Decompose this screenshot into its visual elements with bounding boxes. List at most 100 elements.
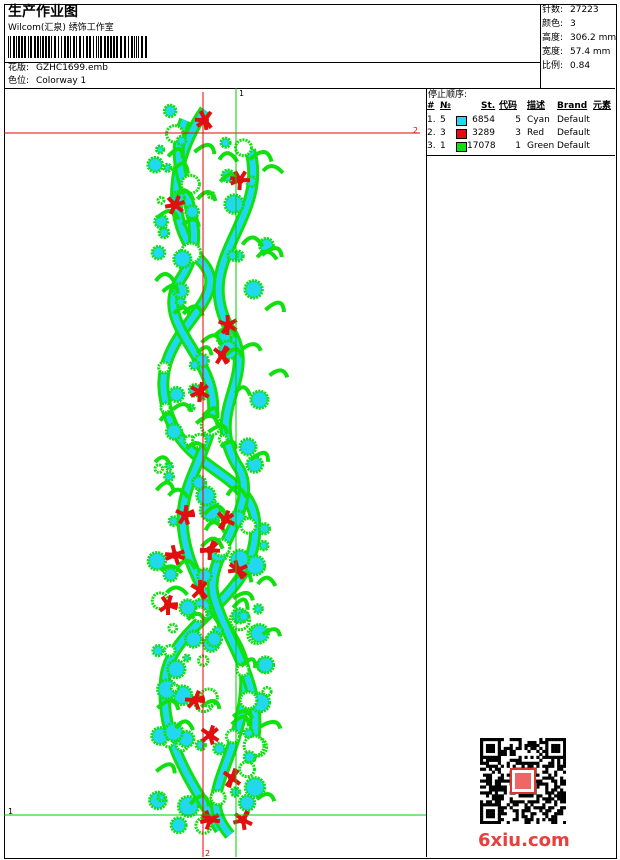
qr-module [548, 764, 552, 768]
motif [169, 816, 188, 835]
qr-module [494, 738, 498, 742]
qr-module [542, 797, 546, 801]
qr-module [533, 740, 537, 745]
qr-module [542, 806, 546, 810]
qr-module [557, 755, 561, 759]
brand: Default [557, 141, 590, 151]
qr-module [480, 749, 484, 754]
bar [67, 36, 69, 58]
qr-module [548, 809, 552, 813]
stat-label: 宽度: [542, 47, 564, 57]
qr-module [563, 738, 566, 742]
qr-module [554, 815, 558, 819]
qr-module [488, 821, 493, 824]
qr-module [497, 779, 501, 783]
qr-module [518, 746, 522, 751]
motif [172, 249, 193, 270]
color-swatch [456, 129, 467, 139]
stat-label: 比例: [542, 61, 564, 71]
motif [157, 226, 171, 240]
bar [37, 36, 39, 58]
motif [238, 760, 256, 779]
qr-module [560, 755, 564, 759]
bar [40, 36, 41, 58]
qr-module [533, 812, 537, 816]
bar [107, 36, 109, 58]
qr-module [482, 755, 487, 759]
motif [184, 204, 201, 220]
qr-module [491, 803, 496, 807]
qr-module [503, 791, 507, 795]
qr-module [560, 806, 564, 810]
company: Wilcom(汇泉) 绣饰工作室 [8, 23, 114, 33]
qr-module [485, 755, 490, 759]
motif [188, 359, 201, 371]
qr-module [545, 738, 549, 742]
motif [153, 213, 169, 230]
qr-module [485, 738, 490, 742]
leaf [158, 411, 178, 424]
bar [83, 36, 84, 58]
qr-module [554, 770, 558, 774]
qr-module [554, 773, 558, 777]
qr-module [491, 755, 496, 759]
leaf [195, 190, 218, 202]
qr-module [563, 791, 566, 795]
qr-module [563, 752, 566, 756]
bar [124, 36, 126, 58]
qr-module [563, 779, 566, 783]
qr-module [515, 803, 519, 807]
qr-module [521, 794, 525, 798]
motif [226, 249, 239, 262]
column-header: 元素 [593, 101, 612, 111]
qr-module [485, 773, 490, 777]
leaf [161, 283, 180, 294]
qr-module [554, 785, 558, 789]
qr-module [503, 749, 507, 754]
qr-module [551, 788, 555, 792]
qr-module [509, 743, 513, 748]
qr-module [527, 794, 531, 798]
qr-module [500, 806, 504, 810]
qr-module [497, 803, 501, 807]
flower-center [201, 116, 209, 124]
qr-module [488, 791, 493, 795]
qr-module [491, 812, 496, 816]
qr-module [480, 803, 484, 807]
qr-module [554, 746, 558, 751]
qr-module [521, 809, 525, 813]
qr-module [480, 758, 484, 762]
leaf [219, 439, 238, 449]
leaf [249, 450, 270, 462]
qr-module [530, 803, 534, 807]
qr-module [497, 797, 501, 801]
qr-module [506, 764, 510, 768]
qr-module [554, 812, 558, 816]
qr-module [527, 818, 531, 822]
bar [42, 36, 44, 58]
qr-module [563, 806, 566, 810]
qr-module [527, 800, 531, 804]
qr-module [488, 776, 493, 780]
qr-module [557, 809, 561, 813]
qr-module [515, 818, 519, 822]
qr-module [533, 761, 537, 765]
qr-module [527, 806, 531, 810]
qr-module [554, 743, 558, 748]
qr-module [560, 782, 564, 786]
leaf [172, 305, 192, 317]
flower-center [171, 201, 179, 209]
qr-module [518, 740, 522, 745]
leaf [203, 504, 229, 518]
qr-module [557, 794, 561, 798]
leaf [154, 272, 177, 285]
qr-module [524, 755, 528, 759]
qr-module [497, 746, 501, 751]
qr-module [509, 800, 513, 804]
qr-module [536, 797, 540, 801]
qr-module [548, 797, 552, 801]
qr-module [536, 818, 540, 822]
qr-module [497, 767, 501, 771]
qr-module [545, 755, 549, 759]
